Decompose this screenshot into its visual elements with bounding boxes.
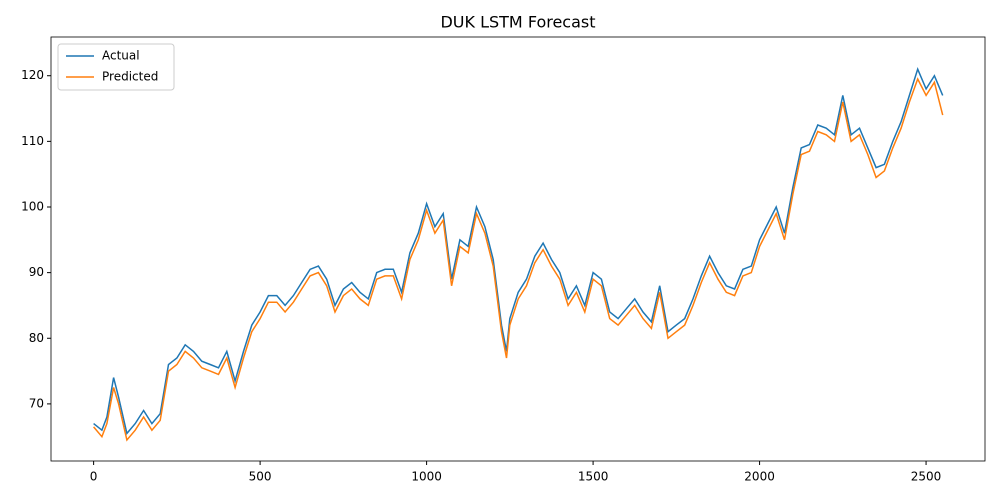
- x-tick-label: 1500: [578, 470, 609, 484]
- y-tick-label: 120: [21, 68, 44, 82]
- y-tick-label: 70: [29, 396, 44, 410]
- x-tick-label: 2500: [911, 470, 942, 484]
- y-tick-label: 80: [29, 331, 44, 345]
- y-tick-label: 100: [21, 199, 44, 213]
- chart-title: DUK LSTM Forecast: [440, 13, 595, 32]
- series-line: [93, 77, 944, 442]
- x-tick-label: 500: [249, 470, 272, 484]
- legend-label: Predicted: [102, 70, 158, 84]
- plot-frame: [50, 36, 986, 462]
- y-tick-label: 110: [21, 134, 44, 148]
- x-tick-label: 1000: [411, 470, 442, 484]
- y-tick-label: 90: [29, 265, 44, 279]
- legend-label: Actual: [102, 49, 140, 63]
- x-tick-label: 0: [90, 470, 98, 484]
- x-tick-label: 2000: [744, 470, 775, 484]
- series-line: [93, 67, 944, 436]
